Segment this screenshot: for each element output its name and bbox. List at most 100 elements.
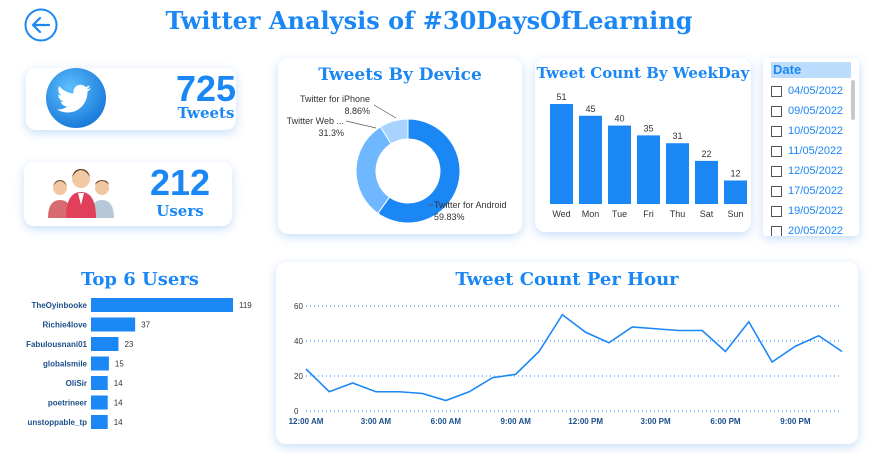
date-option-label: 19/05/2022 bbox=[788, 205, 844, 217]
x-tick-label: 9:00 PM bbox=[780, 417, 811, 426]
user-value-label: 119 bbox=[239, 301, 252, 310]
page-title: Twitter Analysis of #30DaysOfLearning bbox=[165, 6, 693, 35]
checkbox-icon[interactable] bbox=[771, 125, 782, 137]
hourly-chart-title: Tweet Count Per Hour bbox=[455, 269, 679, 290]
leader-line bbox=[427, 203, 434, 207]
checkbox-icon[interactable] bbox=[771, 205, 782, 217]
leader-line bbox=[345, 120, 377, 129]
user-name-label: poetrineer bbox=[48, 399, 87, 408]
date-option[interactable]: 09/05/2022 bbox=[771, 104, 843, 118]
weekday-chart-card: Tweet Count By WeekDay 51 Wed 45 Mon 40 Tue 35… bbox=[535, 58, 751, 232]
checkbox-icon[interactable] bbox=[771, 225, 782, 236]
weekday-value-label: 35 bbox=[643, 123, 653, 133]
date-option[interactable]: 11/05/2022 bbox=[771, 144, 842, 158]
checkbox-icon[interactable] bbox=[771, 145, 782, 157]
device-donut-chart: Twitter for Android 59.83% Twitter Web ...… bbox=[287, 94, 507, 224]
user-name-label: OliSir bbox=[66, 379, 87, 388]
user-bar[interactable] bbox=[91, 298, 233, 312]
weekday-tick-label: Sun bbox=[727, 209, 743, 219]
date-option-label: 20/05/2022 bbox=[788, 225, 844, 236]
user-bar[interactable] bbox=[91, 356, 109, 371]
twitter-bird-icon bbox=[46, 68, 106, 128]
checkbox-icon[interactable] bbox=[771, 185, 782, 197]
weekday-value-label: 40 bbox=[614, 114, 624, 124]
users-group-icon bbox=[48, 169, 114, 218]
weekday-bar[interactable] bbox=[608, 125, 631, 204]
x-tick-label: 9:00 AM bbox=[501, 417, 532, 426]
user-value-label: 14 bbox=[114, 418, 123, 427]
user-bar[interactable] bbox=[91, 395, 108, 410]
weekday-value-label: 22 bbox=[701, 149, 711, 159]
checkbox-icon[interactable] bbox=[771, 165, 782, 177]
weekday-tick-label: Thu bbox=[670, 209, 686, 219]
checkbox-icon[interactable] bbox=[771, 85, 782, 97]
donut-slice[interactable] bbox=[355, 126, 392, 215]
slicer-scrollbar[interactable] bbox=[851, 80, 855, 120]
hourly-series-line[interactable] bbox=[305, 313, 843, 402]
date-option[interactable]: 10/05/2022 bbox=[771, 124, 843, 138]
weekday-bar[interactable] bbox=[637, 135, 660, 204]
device-chart-card: Tweets By Device Twitter for Android 59.8… bbox=[278, 58, 522, 234]
weekday-bar[interactable] bbox=[666, 143, 689, 204]
user-bar[interactable] bbox=[91, 376, 108, 390]
date-option[interactable]: 12/05/2022 bbox=[771, 164, 843, 178]
user-name-label: unstoppable_tp bbox=[27, 418, 87, 427]
weekday-tick-label: Mon bbox=[582, 209, 600, 219]
tweets-kpi-card: 725 Tweets bbox=[26, 68, 236, 130]
date-slicer[interactable]: Date 04/05/2022 09/05/2022 10/05/2022 11/05… bbox=[763, 58, 859, 236]
date-option[interactable]: 17/05/2022 bbox=[771, 184, 843, 198]
y-tick-label: 40 bbox=[294, 337, 303, 346]
user-bar[interactable] bbox=[91, 337, 119, 351]
donut-slice[interactable] bbox=[379, 118, 409, 145]
slice-value-label: 31.3% bbox=[318, 128, 344, 138]
weekday-chart-title: Tweet Count By WeekDay bbox=[536, 64, 750, 82]
weekday-bar[interactable] bbox=[724, 180, 747, 204]
donut-slice[interactable] bbox=[377, 118, 461, 224]
date-option-label: 12/05/2022 bbox=[788, 165, 844, 177]
date-option-label: 04/05/2022 bbox=[788, 85, 844, 97]
checkbox-icon[interactable] bbox=[771, 105, 782, 117]
users-count: 212 bbox=[149, 162, 211, 203]
date-option[interactable]: 20/05/2022 bbox=[771, 224, 843, 236]
top-users-card: Top 6 Users TheOyinbooke 119 Richie4love 37… bbox=[16, 262, 264, 440]
user-value-label: 23 bbox=[124, 340, 133, 349]
weekday-value-label: 31 bbox=[672, 131, 682, 141]
date-option[interactable]: 19/05/2022 bbox=[771, 204, 843, 218]
hourly-line-chart: 0 20 40 60 12:00 AM 3:00 AM 6:00 AM 9:00 AM 12:0… bbox=[289, 302, 843, 426]
date-option-label: 17/05/2022 bbox=[788, 185, 844, 197]
y-tick-label: 60 bbox=[294, 302, 303, 311]
x-tick-label: 6:00 AM bbox=[431, 417, 462, 426]
date-option-label: 10/05/2022 bbox=[788, 125, 844, 137]
user-value-label: 37 bbox=[141, 321, 150, 330]
user-value-label: 14 bbox=[114, 399, 123, 408]
date-slicer-header: Date bbox=[771, 62, 851, 78]
tweets-label: Tweets bbox=[177, 104, 235, 122]
user-bar[interactable] bbox=[91, 415, 108, 429]
x-tick-label: 6:00 PM bbox=[710, 417, 741, 426]
top-users-title: Top 6 Users bbox=[81, 269, 199, 290]
weekday-tick-label: Fri bbox=[643, 209, 654, 219]
user-value-label: 14 bbox=[114, 379, 123, 388]
weekday-bar[interactable] bbox=[695, 160, 718, 204]
tweets-count: 725 bbox=[175, 68, 237, 109]
date-option-label: 11/05/2022 bbox=[788, 145, 843, 157]
user-name-label: Fabulousnani01 bbox=[26, 340, 87, 349]
top-users-bar-chart: TheOyinbooke 119 Richie4love 37 Fabulousnani… bbox=[26, 298, 252, 429]
user-bar[interactable] bbox=[91, 317, 136, 332]
weekday-value-label: 51 bbox=[556, 92, 566, 102]
weekday-value-label: 45 bbox=[585, 104, 595, 114]
slice-value-label: 8.86% bbox=[344, 106, 370, 116]
date-option[interactable]: 04/05/2022 bbox=[771, 84, 843, 98]
weekday-tick-label: Tue bbox=[612, 209, 627, 219]
y-tick-label: 0 bbox=[294, 407, 299, 416]
slice-value-label: 59.83% bbox=[434, 212, 465, 222]
hourly-chart-card: Tweet Count Per Hour 0 20 40 60 12:00 AM 3:00… bbox=[276, 262, 858, 444]
weekday-bar[interactable] bbox=[550, 104, 573, 204]
y-tick-label: 20 bbox=[294, 372, 303, 381]
users-label: Users bbox=[156, 202, 204, 220]
users-kpi-card: 212 Users bbox=[24, 162, 232, 226]
weekday-bar[interactable] bbox=[579, 115, 602, 204]
back-arrow-icon[interactable] bbox=[24, 8, 58, 42]
weekday-bar-chart: 51 Wed 45 Mon 40 Tue 35 Fri 31 Thu 22 Sat 12 Sun bbox=[550, 92, 747, 219]
date-option-label: 09/05/2022 bbox=[788, 105, 844, 117]
